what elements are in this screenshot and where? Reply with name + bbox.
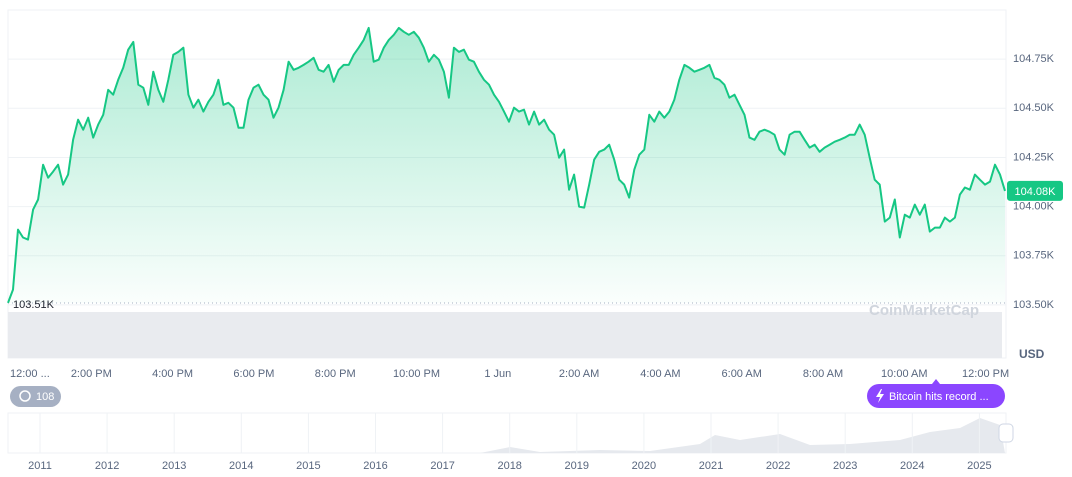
y-tick-label: 104.50K (1013, 102, 1055, 114)
bolt-icon (876, 389, 884, 403)
x-tick-label: 2:00 PM (71, 368, 112, 380)
y-tick-label: 104.75K (1013, 53, 1055, 65)
navigator-year: 2021 (699, 460, 723, 472)
navigator-year: 2012 (95, 460, 119, 472)
navigator-year: 2018 (497, 460, 521, 472)
event-count: 108 (36, 391, 54, 403)
navigator-year: 2023 (833, 460, 857, 472)
volume-band (8, 312, 1002, 358)
x-tick-label: 10:00 PM (393, 368, 440, 380)
x-tick-label: 12:00 PM (962, 368, 1009, 380)
navigator-year: 2022 (766, 460, 790, 472)
y-tick-label: 104.00K (1013, 201, 1055, 213)
y-tick-label: 103.75K (1013, 250, 1055, 262)
x-tick-label: 6:00 AM (722, 368, 762, 380)
x-tick-label: 4:00 AM (640, 368, 680, 380)
navigator-year: 2011 (28, 460, 52, 472)
navigator-year: 2017 (430, 460, 454, 472)
x-tick-label: 1 Jun (484, 368, 511, 380)
navigator-year: 2013 (162, 460, 186, 472)
event-pill[interactable] (867, 384, 1005, 408)
y-tick-label: 104.25K (1013, 151, 1055, 163)
x-tick-label: 8:00 AM (803, 368, 843, 380)
x-tick-label: 8:00 PM (315, 368, 356, 380)
clock-icon (19, 390, 31, 402)
x-tick-label: 10:00 AM (881, 368, 927, 380)
navigator-year: 2014 (229, 460, 253, 472)
y-tick-label: 103.50K (1013, 299, 1055, 311)
last-price-tag (1007, 180, 1063, 201)
navigator-area (8, 418, 1005, 453)
navigator-handle[interactable] (998, 423, 1014, 443)
x-tick-label: 2:00 AM (559, 368, 599, 380)
watermark: CoinMarketCap (869, 302, 979, 319)
navigator-year: 2020 (632, 460, 656, 472)
currency: USD (1019, 347, 1045, 361)
x-tick-label: 6:00 PM (233, 368, 274, 380)
navigator-year: 2015 (296, 460, 320, 472)
area-fill (8, 27, 1005, 303)
x-tick-label: 4:00 PM (152, 368, 193, 380)
last-price-label: 104.08K (1015, 186, 1057, 198)
event-label: Bitcoin hits record ... (889, 391, 989, 403)
x-tick-label: 12:00 ... (10, 368, 50, 380)
price-line (7, 26, 1006, 304)
navigator-year: 2016 (363, 460, 387, 472)
event-pointer (932, 379, 940, 384)
navigator-year: 2025 (967, 460, 991, 472)
navigator-year: 2019 (565, 460, 589, 472)
navigator-year: 2024 (900, 460, 924, 472)
